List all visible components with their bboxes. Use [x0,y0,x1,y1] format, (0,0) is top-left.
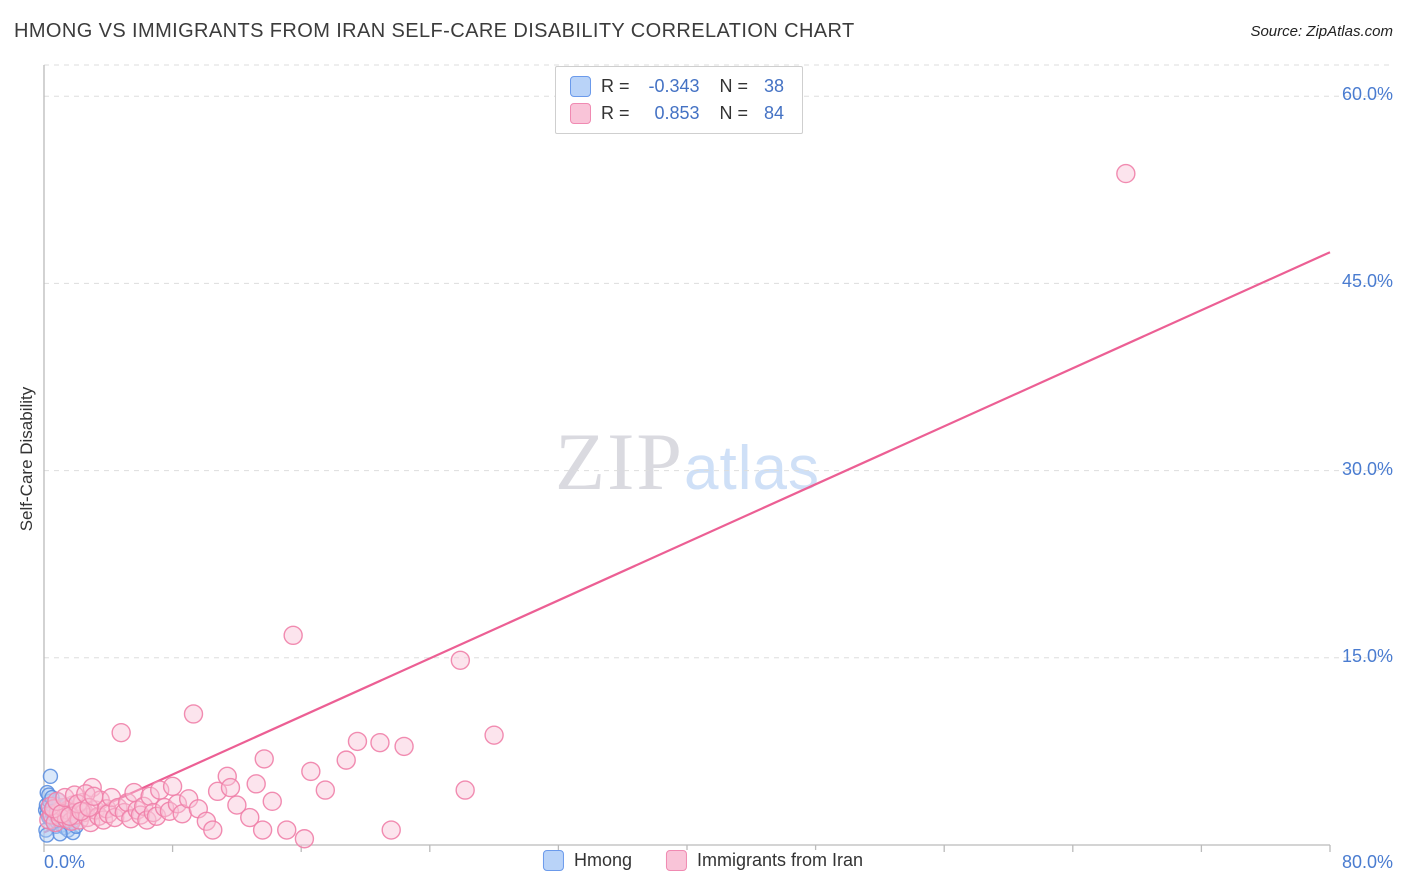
hmong-n-value: 38 [764,76,785,96]
page-title: HMONG VS IMMIGRANTS FROM IRAN SELF-CARE … [14,20,855,42]
stats-row-hmong: R = -0.343 N = 38 [570,76,784,97]
scatter-point-immigrants-from-iran[interactable] [450,650,471,670]
legend-item-iran[interactable]: Immigrants from Iran [665,850,864,871]
y-tick-label-30: 30.0% [1341,458,1393,479]
iran-swatch-icon [570,103,591,124]
scatter-point-immigrants-from-iran[interactable] [217,766,237,787]
hmong-swatch-icon [570,76,591,97]
scatter-point-immigrants-from-iran[interactable] [183,704,204,724]
scatter-point-immigrants-from-iran[interactable] [140,786,160,807]
scatter-point-immigrants-from-iran[interactable] [1116,163,1136,184]
scatter-point-immigrants-from-iran[interactable] [381,820,401,840]
scatter-point-immigrants-from-iran[interactable] [220,777,241,798]
scatter-point-immigrants-from-iran[interactable] [254,749,274,769]
r-label: R = [601,76,630,96]
scatter-point-immigrants-from-iran[interactable] [246,774,266,794]
scatter-point-immigrants-from-iran[interactable] [262,791,282,812]
n-label: N = [719,76,749,96]
iran-r-value: 0.853 [654,103,700,123]
y-tick-label-60: 60.0% [1341,84,1393,105]
scatter-point-hmong[interactable] [42,768,59,785]
legend-label-hmong: Hmong [573,850,632,870]
scatter-point-immigrants-from-iran[interactable] [117,792,138,813]
iran-n-value: 84 [764,103,785,123]
scatter-point-immigrants-from-iran[interactable] [203,820,223,840]
scatter-point-immigrants-from-iran[interactable] [370,732,390,753]
scatter-point-immigrants-from-iran[interactable] [455,780,475,800]
scatter-point-immigrants-from-iran[interactable] [227,795,247,815]
y-tick-label-15: 15.0% [1341,645,1393,666]
scatter-point-immigrants-from-iran[interactable] [484,725,504,745]
scatter-point-immigrants-from-iran[interactable] [294,829,315,849]
series-legend: Hmong Immigrants from Iran [534,850,872,871]
scatter-point-immigrants-from-iran[interactable] [283,625,303,646]
scatter-point-immigrants-from-iran[interactable] [240,807,260,828]
x-axis-min-label: 0.0% [44,852,86,872]
scatter-point-immigrants-from-iran[interactable] [84,786,104,807]
n-label: N = [719,103,749,123]
scatter-point-immigrants-from-iran[interactable] [301,761,321,782]
scatter-point-immigrants-from-iran[interactable] [336,750,356,770]
stats-row-iran: R = 0.853 N = 84 [570,103,784,124]
y-tick-label-45: 45.0% [1341,271,1393,292]
scatter-point-immigrants-from-iran[interactable] [137,810,157,830]
scatter-point-immigrants-from-iran[interactable] [252,820,273,840]
scatter-point-immigrants-from-iran[interactable] [394,736,414,757]
scatter-point-immigrants-from-iran[interactable] [315,780,336,800]
hmong-r-value: -0.343 [648,76,700,96]
iran-swatch-icon [665,850,687,871]
scatter-point-hmong[interactable] [39,827,55,843]
scatter-point-immigrants-from-iran[interactable] [111,722,131,743]
trendline-immigrants-from-iran [43,251,1331,834]
scatter-point-immigrants-from-iran[interactable] [347,731,368,752]
scatter-point-immigrants-from-iran[interactable] [277,820,297,840]
source-attribution: Source: ZipAtlas.com [1250,23,1393,40]
legend-item-hmong[interactable]: Hmong [542,850,632,871]
correlation-stats-box: R = -0.343 N = 38 R = 0.853 N = 84 [555,66,804,134]
r-label: R = [601,103,630,123]
legend-label-iran: Immigrants from Iran [696,850,864,870]
scatter-point-immigrants-from-iran[interactable] [167,794,188,814]
scatter-point-immigrants-from-iran[interactable] [79,797,99,818]
hmong-swatch-icon [542,850,564,871]
x-axis-max-label: 80.0% [1341,852,1393,872]
scatter-point-immigrants-from-iran[interactable] [162,776,183,797]
